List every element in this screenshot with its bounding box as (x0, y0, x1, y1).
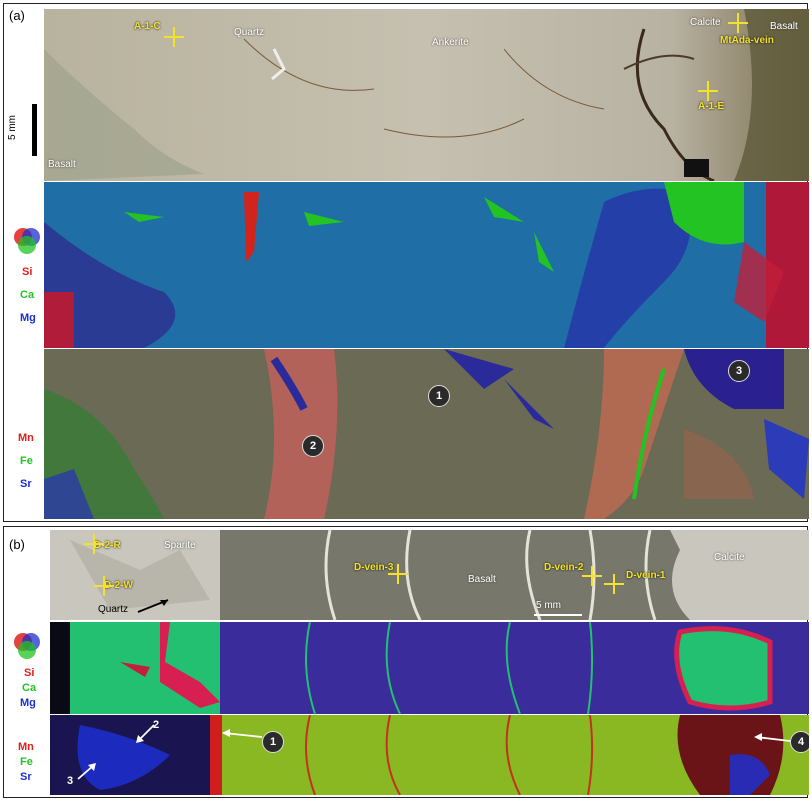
arrow-icon (136, 724, 155, 743)
scale-bar (32, 104, 37, 156)
mineral-label-quartz: Quartz (234, 27, 265, 38)
zone-marker: 1 (428, 385, 450, 407)
element-map-si-ca-mg (44, 182, 809, 348)
rgb-venn-icon (12, 631, 42, 661)
element-label-fe: Fe (20, 455, 33, 467)
element-map-si-ca-mg-image (50, 622, 809, 714)
panel-a: (a) 5 mm Quartz Ankerite Calci (3, 3, 809, 522)
photomicrograph: Quartz Ankerite Calcite Basalt Basalt A-… (44, 9, 809, 181)
analysis-spot (164, 27, 184, 47)
analysis-spot (84, 534, 104, 554)
mineral-label-quartz: Quartz (98, 604, 129, 615)
spot-label-d2w: D-2-W (104, 580, 133, 591)
spot-label-mtada-vein: MtAda-vein (720, 35, 774, 46)
arrow-icon (222, 729, 263, 738)
element-label-mg: Mg (20, 312, 36, 324)
element-map-mn-fe-sr: 1 2 3 4 (50, 715, 809, 795)
element-map-si-ca-mg (50, 622, 809, 714)
element-label-fe: Fe (20, 756, 33, 768)
panel-label: (b) (9, 537, 25, 552)
mineral-label-calcite: Calcite (714, 552, 745, 563)
photomicrograph: D-2-R D-2-W Sparite Quartz D-vein-3 Basa… (50, 530, 809, 620)
element-label-mn: Mn (18, 741, 34, 753)
mineral-label-sparite: Sparite (164, 540, 196, 551)
photomicrograph-image (50, 530, 809, 620)
zone-marker: 3 (66, 775, 74, 787)
element-label-sr: Sr (20, 478, 32, 490)
analysis-spot (698, 81, 718, 101)
photomicrograph-image (44, 9, 809, 181)
element-label-sr: Sr (20, 771, 32, 783)
zone-marker: 2 (302, 435, 324, 457)
scale-label: 5 mm (536, 600, 561, 611)
mineral-label-ankerite: Ankerite (432, 37, 469, 48)
zone-marker: 3 (728, 360, 750, 382)
element-label-mn: Mn (18, 432, 34, 444)
zone-marker: 1 (262, 731, 284, 753)
mineral-label-calcite: Calcite (690, 17, 721, 28)
spot-label-dvein2: D-vein-2 (544, 562, 584, 573)
analysis-spot (582, 566, 602, 586)
spot-label-a1c: A-1-C (134, 21, 161, 32)
element-label-si: Si (24, 667, 35, 679)
spot-label-d2r: D-2-R (94, 540, 121, 551)
arrow-icon (77, 763, 96, 780)
element-map-mn-fe-sr-image (50, 715, 809, 795)
spot-label-dvein3: D-vein-3 (354, 562, 394, 573)
panel-label: (a) (9, 8, 25, 23)
element-label-mg: Mg (20, 697, 36, 709)
scale-label: 5 mm (7, 115, 18, 140)
analysis-spot (604, 574, 624, 594)
mineral-label-basalt-right: Basalt (770, 21, 798, 32)
analysis-spot (388, 564, 408, 584)
zone-marker: 4 (790, 731, 809, 753)
element-label-ca: Ca (20, 289, 35, 301)
element-map-si-ca-mg-image (44, 182, 809, 348)
zone-marker: 2 (152, 719, 160, 731)
panel-b: (b) D-2-R D-2-W Sparite Quartz D-vein-3 … (3, 526, 809, 798)
arrow-icon (137, 599, 169, 613)
arrow-icon (754, 733, 791, 742)
element-label-si: Si (22, 266, 33, 278)
mineral-label-basalt-left: Basalt (48, 159, 76, 170)
mineral-label-basalt: Basalt (468, 574, 496, 585)
analysis-spot (94, 576, 114, 596)
scale-bar (534, 614, 582, 616)
element-map-mn-fe-sr-image (44, 349, 809, 519)
element-label-ca: Ca (22, 682, 37, 694)
spot-label-dvein1: D-vein-1 (626, 570, 666, 581)
element-map-mn-fe-sr: 1 2 3 (44, 349, 809, 519)
analysis-spot (728, 13, 748, 33)
rgb-venn-icon (12, 226, 42, 256)
spot-label-a1e: A-1-E (698, 101, 725, 112)
